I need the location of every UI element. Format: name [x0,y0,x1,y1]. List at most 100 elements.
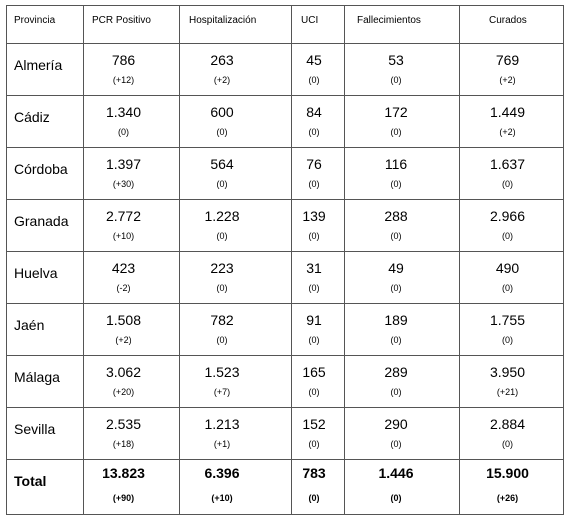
delta-fall: (0) [390,387,402,397]
total-row: Total 13.823 (+90) 6.396 (+10) 783 (0) 1.446 (0)… [6,459,564,515]
delta-fall: (0) [390,493,402,503]
cell-hosp: 782 (0) [179,303,292,356]
cell-fall: 116 (0) [344,147,460,200]
header-pcr-positivo: PCR Positivo [83,5,180,44]
table-row: Huelva 423 (-2) 223 (0) 31 (0) 49 (0) 490 (0) [6,251,564,304]
header-provincia: Provincia [6,5,84,44]
delta-pcr: (+90) [112,493,135,503]
delta-pcr: (+20) [112,387,135,397]
cell-hosp: 1.523 (+7) [179,355,292,408]
delta-hosp: (+10) [211,493,233,503]
cell-hosp: 564 (0) [179,147,292,200]
delta-uci: (0) [308,439,320,449]
delta-cur: (0) [502,283,513,293]
value-uci: 165 [302,364,326,380]
cell-cur: 1.637 (0) [459,147,564,200]
delta-hosp: (0) [216,179,228,189]
delta-pcr: (+10) [112,231,135,241]
delta-pcr: (0) [118,127,129,137]
delta-pcr: (-2) [116,283,131,293]
delta-cur: (+2) [499,75,516,85]
table-row: Málaga 3.062 (+20) 1.523 (+7) 165 (0) 289 (0) 3.9… [6,355,564,408]
cell-pcr: 3.062 (+20) [83,355,180,408]
cell-fall: 289 (0) [344,355,460,408]
value-pcr: 1.340 [105,104,142,120]
delta-uci: (0) [308,283,320,293]
cell-hosp: 263 (+2) [179,43,292,96]
cell-fall: 290 (0) [344,407,460,460]
value-pcr: 2.772 [105,208,142,224]
value-hosp: 1.228 [204,208,240,224]
cell-uci: 139 (0) [291,199,345,252]
value-fall: 49 [388,260,404,276]
cell-provincia: Granada [6,199,84,252]
cell-fall: 189 (0) [344,303,460,356]
cell-cur: 769 (+2) [459,43,564,96]
cell-uci: 84 (0) [291,95,345,148]
delta-uci: (0) [308,387,320,397]
value-uci: 76 [306,156,322,172]
cell-cur: 3.950 (+21) [459,355,564,408]
cell-fall: 172 (0) [344,95,460,148]
value-fall: 290 [384,416,408,432]
cell-pcr: 2.772 (+10) [83,199,180,252]
header-fallecimientos: Fallecimientos [344,5,460,44]
cell-provincia: Jaén [6,303,84,356]
delta-hosp: (0) [216,335,228,345]
value-hosp: 564 [210,156,234,172]
value-pcr: 2.535 [105,416,142,432]
table-row: Jaén 1.508 (+2) 782 (0) 91 (0) 189 (0) 1.755 (0) [6,303,564,356]
cell-pcr: 13.823 (+90) [83,459,180,515]
cell-pcr: 786 (+12) [83,43,180,96]
table-row: Córdoba 1.397 (+30) 564 (0) 76 (0) 116 (0) 1.637 (… [6,147,564,200]
delta-uci: (0) [308,75,320,85]
value-uci: 31 [306,260,322,276]
cell-cur: 2.884 (0) [459,407,564,460]
value-cur: 3.950 [489,364,526,380]
cell-provincia: Almería [6,43,84,96]
cell-provincia: Málaga [6,355,84,408]
value-fall: 1.446 [378,465,414,481]
cell-hosp: 600 (0) [179,95,292,148]
value-pcr: 786 [111,52,136,68]
value-hosp: 782 [210,312,234,328]
cell-fall: 49 (0) [344,251,460,304]
cell-provincia: Cádiz [6,95,84,148]
value-uci: 783 [302,465,326,481]
delta-uci: (0) [308,231,320,241]
delta-fall: (0) [390,179,402,189]
value-hosp: 223 [210,260,234,276]
value-uci: 45 [306,52,322,68]
cell-fall: 53 (0) [344,43,460,96]
value-fall: 116 [384,156,408,172]
cell-pcr: 2.535 (+18) [83,407,180,460]
value-fall: 189 [384,312,408,328]
cell-provincia: Total [6,459,84,515]
delta-fall: (0) [390,283,402,293]
cell-uci: 783 (0) [291,459,345,515]
value-pcr: 13.823 [102,465,145,481]
delta-fall: (0) [390,127,402,137]
delta-pcr: (+2) [115,335,132,345]
value-pcr: 1.397 [105,156,142,172]
delta-uci: (0) [308,127,320,137]
value-cur: 1.637 [489,156,526,172]
delta-cur: (0) [502,439,513,449]
cell-cur: 2.966 (0) [459,199,564,252]
value-uci: 84 [306,104,322,120]
delta-pcr: (+18) [112,439,135,449]
delta-fall: (0) [390,335,402,345]
value-hosp: 600 [210,104,234,120]
value-cur: 1.449 [489,104,526,120]
delta-uci: (0) [308,493,320,503]
delta-uci: (0) [308,335,320,345]
delta-fall: (0) [390,231,402,241]
value-hosp: 6.396 [204,465,240,481]
delta-hosp: (+1) [213,439,231,449]
delta-cur: (+2) [499,127,516,137]
delta-hosp: (0) [216,127,228,137]
covid-table-container: Provincia PCR Positivo Hospitalización U… [6,5,564,515]
cell-provincia: Sevilla [6,407,84,460]
cell-uci: 165 (0) [291,355,345,408]
header-curados: Curados [459,5,564,44]
